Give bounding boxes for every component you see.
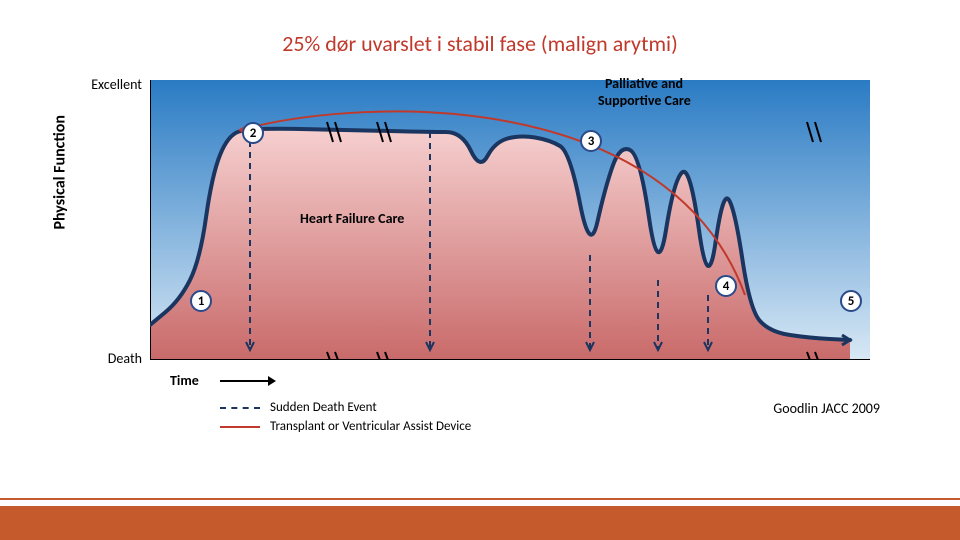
legend-dash-icon — [220, 407, 260, 409]
label-heart-failure: Heart Failure Care — [300, 210, 404, 227]
label-palliative-1: Palliative and — [605, 75, 683, 92]
time-arrow-icon — [220, 380, 270, 382]
y-label-death: Death — [70, 350, 142, 367]
y-label-excellent: Excellent — [70, 76, 142, 93]
marker-4: 4 — [715, 275, 737, 297]
legend-solid-icon — [220, 426, 260, 428]
footer-bar — [0, 500, 960, 540]
legend-sudden-death: Sudden Death Event — [220, 400, 471, 415]
legend-transplant: Transplant or Ventricular Assist Device — [220, 419, 471, 434]
marker-1: 1 — [190, 290, 212, 312]
chart-container: Physical Function Excellent Death Heart … — [70, 80, 890, 420]
chart-svg — [150, 80, 870, 360]
marker-5: 5 — [840, 290, 862, 312]
x-axis-label: Time — [170, 372, 199, 389]
slide-title: 25% dør uvarslet i stabil fase (malign a… — [0, 30, 960, 57]
legend-transplant-label: Transplant or Ventricular Assist Device — [270, 419, 471, 434]
label-palliative-2: Supportive Care — [598, 92, 691, 109]
marker-3: 3 — [580, 130, 602, 152]
legend-sudden-label: Sudden Death Event — [270, 400, 377, 415]
y-axis-title: Physical Function — [51, 115, 70, 229]
marker-2: 2 — [242, 122, 264, 144]
legend: Sudden Death Event Transplant or Ventric… — [220, 400, 471, 438]
citation: Goodlin JACC 2009 — [773, 400, 880, 417]
plot-area: Heart Failure Care Palliative and Suppor… — [150, 80, 870, 360]
